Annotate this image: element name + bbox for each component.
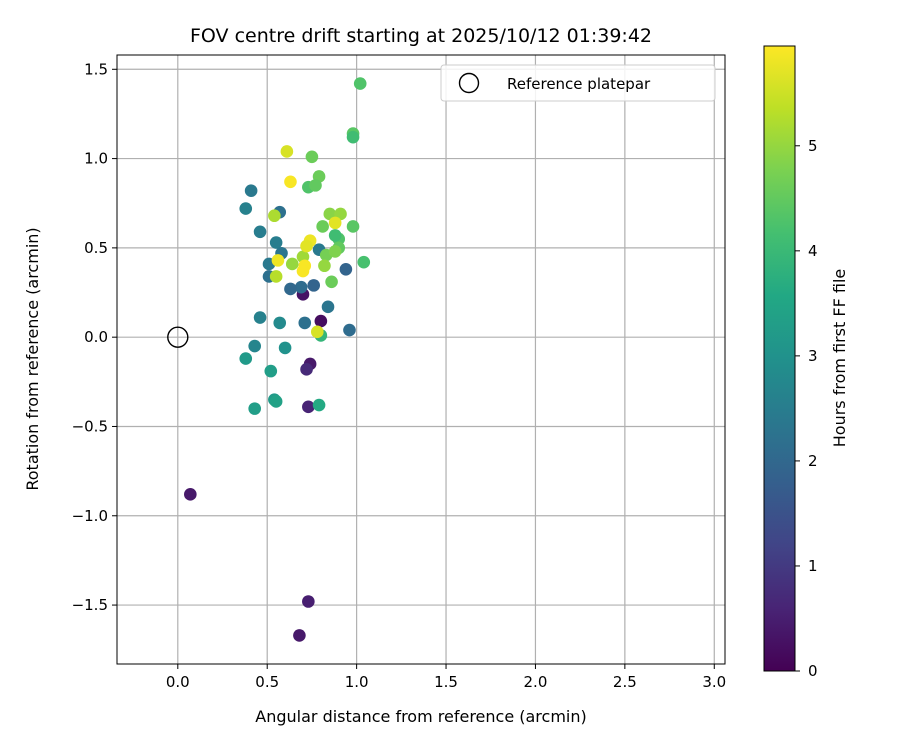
data-point <box>339 263 353 276</box>
y-tick-label: 1.5 <box>84 60 108 78</box>
data-point <box>239 202 253 215</box>
y-tick-label: 0.5 <box>84 239 108 257</box>
x-tick-label: 1.0 <box>345 673 369 691</box>
data-point <box>248 339 261 353</box>
legend-reference-marker <box>458 72 480 94</box>
data-point <box>300 363 313 376</box>
data-point <box>316 220 329 233</box>
reference-marker <box>167 326 189 348</box>
chart-title: FOV centre drift starting at 2025/10/12 … <box>190 25 652 47</box>
data-point <box>269 236 283 249</box>
data-point <box>307 279 321 292</box>
data-point <box>264 364 278 378</box>
data-point <box>268 209 281 223</box>
data-point <box>284 175 297 189</box>
y-tick-label: −1.5 <box>72 596 108 614</box>
data-point <box>328 216 342 230</box>
data-point <box>280 145 294 158</box>
data-point <box>328 245 342 258</box>
data-point <box>284 282 297 296</box>
reference-platepar-point <box>167 326 189 348</box>
colorbar-tick-label: 0 <box>808 662 818 680</box>
legend: Reference platepar <box>440 64 716 102</box>
data-point <box>269 395 283 408</box>
data-point <box>325 275 338 289</box>
data-point <box>248 402 261 415</box>
data-point <box>285 257 299 271</box>
data-point <box>278 341 292 355</box>
colorbar-ticks: 0 1 2 3 4 5 <box>795 137 818 680</box>
colorbar-label: Hours from first FF file <box>830 269 849 448</box>
y-tick-label: −0.5 <box>72 417 108 435</box>
y-tick-label: 1.0 <box>84 150 108 168</box>
data-point <box>300 239 313 253</box>
data-point <box>314 314 328 328</box>
x-tick-label: 1.5 <box>434 673 458 691</box>
data-point <box>309 179 322 192</box>
data-point <box>298 316 312 330</box>
data-point <box>293 629 306 642</box>
data-point <box>310 325 324 339</box>
data-point <box>244 184 258 198</box>
x-tick-label: 2.0 <box>524 673 548 691</box>
data-point <box>321 300 335 314</box>
data-point <box>312 398 326 412</box>
legend-box <box>440 64 716 102</box>
colorbar-gradient <box>763 45 796 672</box>
data-point <box>353 77 367 90</box>
data-point <box>318 259 331 273</box>
colorbar-tick-label: 5 <box>808 137 818 155</box>
data-point <box>305 150 319 164</box>
data-point <box>253 311 267 324</box>
data-points <box>184 77 371 642</box>
plot-frame <box>116 54 726 665</box>
colorbar: 0 1 2 3 4 5 Hours from first FF file <box>763 45 849 680</box>
y-axis-label: Rotation from reference (arcmin) <box>23 227 42 490</box>
colorbar-tick-label: 4 <box>808 242 818 260</box>
data-point <box>302 595 315 608</box>
data-point <box>253 225 267 239</box>
data-point <box>343 323 356 337</box>
data-point <box>269 270 283 283</box>
grid <box>117 55 725 664</box>
data-point <box>296 264 310 278</box>
colorbar-tick-label: 3 <box>808 347 818 365</box>
colorbar-tick-label: 2 <box>808 452 818 470</box>
x-tick-label: 3.0 <box>702 673 726 691</box>
x-tick-label: 2.5 <box>613 673 637 691</box>
x-tick-label: 0.0 <box>166 673 190 691</box>
data-point <box>302 400 315 414</box>
data-point <box>271 254 285 267</box>
data-point <box>294 280 308 294</box>
y-tick-label: 0.0 <box>84 328 108 346</box>
x-axis-label: Angular distance from reference (arcmin) <box>255 707 586 726</box>
data-point <box>346 220 360 233</box>
data-point <box>184 488 197 501</box>
x-tick-label: 0.5 <box>255 673 279 691</box>
data-point <box>357 255 371 269</box>
data-point <box>346 130 360 144</box>
legend-label: Reference platepar <box>507 75 651 93</box>
y-axis-ticks: −1.5 −1.0 −0.5 0.0 0.5 1.0 1.5 <box>72 60 117 614</box>
x-axis-ticks: 0.0 0.5 1.0 1.5 2.0 2.5 3.0 <box>166 664 726 691</box>
data-point <box>328 229 342 242</box>
y-tick-label: −1.0 <box>72 507 108 525</box>
data-point <box>273 316 287 330</box>
data-point <box>239 352 253 365</box>
colorbar-tick-label: 1 <box>808 557 818 575</box>
